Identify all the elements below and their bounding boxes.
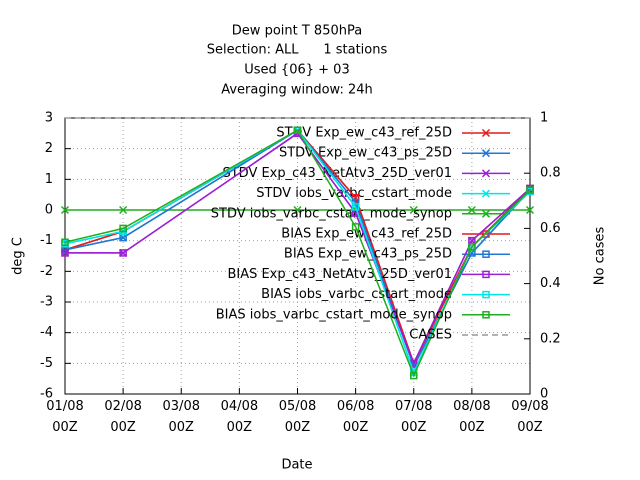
y-tick-label: 1 — [45, 172, 53, 187]
point — [61, 238, 69, 246]
point — [467, 205, 476, 215]
legend-label: CASES — [409, 328, 452, 343]
y-tick-label: 0 — [45, 203, 53, 218]
legend-label: BIAS iobs_varbc_cstart_mode_synop — [216, 307, 452, 322]
x-tick-label: 06/08 00Z — [336, 399, 375, 435]
x-tick-label: 07/08 00Z — [395, 399, 433, 435]
series-line — [64, 129, 531, 369]
y-tick-label: -5 — [40, 356, 53, 371]
y-tick-label: 2 — [45, 141, 53, 156]
point — [481, 189, 491, 198]
series-line — [65, 132, 531, 366]
y-tick-label: -4 — [40, 325, 53, 340]
legend-label: STDV Exp_ew_c43_ref_25D — [276, 126, 452, 141]
y-tick-label: -2 — [40, 264, 53, 279]
legend-label: STDV Exp_c43_NetAtv3_25D_ver01 — [222, 166, 452, 181]
x-tick-label: 09/08 00Z — [511, 399, 549, 435]
point — [119, 249, 127, 257]
legend-label: BIAS iobs_varbc_cstart_mode — [261, 287, 452, 302]
y2-tick-label: 0.6 — [540, 221, 561, 236]
y2-tick-label: 0 — [540, 387, 548, 402]
title-line: Used {06} + 03 — [244, 63, 349, 78]
y2-tick-label: 0.8 — [540, 166, 561, 181]
point — [119, 205, 128, 215]
point — [526, 186, 534, 194]
x-tick-label: 04/08 00Z — [220, 399, 259, 435]
point — [482, 270, 490, 279]
legend-label: BIAS Exp_ew_c43_ps_25D — [284, 247, 452, 262]
point — [351, 203, 360, 211]
x-tick-label: 03/08 00Z — [162, 399, 200, 435]
point — [119, 224, 127, 233]
point — [468, 243, 476, 251]
point — [481, 149, 491, 158]
point — [293, 205, 302, 215]
y-tick-label: 3 — [45, 111, 53, 126]
x-axis-label: Date — [281, 458, 312, 473]
point — [61, 249, 69, 257]
x-tick-label: 02/08 00Z — [104, 399, 142, 435]
point — [525, 205, 535, 215]
series-line — [64, 129, 531, 378]
x-tick-label: 05/08 00Z — [278, 399, 317, 435]
y2-tick-label: 1 — [540, 111, 548, 126]
legend-label: STDV iobs_varbc_cstart_mode — [256, 186, 452, 201]
title-line: Dew point T 850hPa — [232, 24, 362, 39]
x-tick-label: 01/08 00Z — [46, 399, 84, 435]
title-line: Averaging window: 24h — [221, 83, 373, 98]
point — [60, 205, 70, 215]
point — [410, 371, 418, 380]
legend-label: BIAS Exp_c43_NetAtv3_25D_ver01 — [227, 267, 452, 282]
point — [481, 128, 491, 138]
point — [482, 290, 490, 299]
title-line: Selection: ALL 1 stations — [207, 43, 388, 58]
point — [482, 311, 490, 319]
point — [351, 223, 360, 231]
legend-label: STDV iobs_varbc_cstart_mode_synop — [211, 206, 452, 221]
point — [481, 209, 491, 218]
y-tick-label: -3 — [40, 295, 53, 310]
point — [409, 205, 418, 215]
y-tick-label: -6 — [40, 387, 53, 402]
y-tick-label: -1 — [40, 233, 53, 248]
point — [481, 169, 491, 178]
y2-tick-label: 0.4 — [540, 276, 561, 291]
y-axis-label: deg C — [11, 237, 26, 275]
x-tick-label: 08/08 00Z — [453, 399, 491, 435]
point — [293, 126, 302, 135]
y2-axis-label: No cases — [593, 227, 608, 286]
point — [482, 250, 490, 258]
legend-label: STDV Exp_ew_c43_ps_25D — [279, 146, 452, 161]
y2-tick-label: 0.2 — [540, 331, 561, 346]
